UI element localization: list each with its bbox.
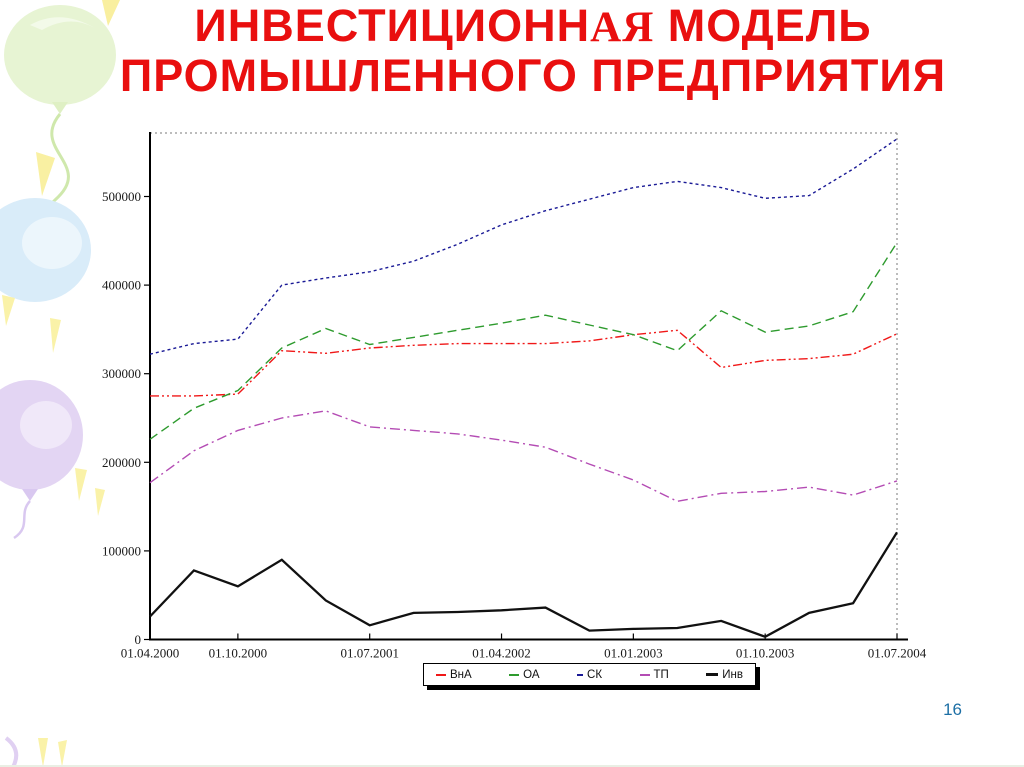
- legend-label-inv: Инв: [722, 668, 743, 681]
- balloon-decorations: [0, 0, 120, 767]
- confetti-yellow-top: [102, 0, 120, 26]
- y-tick-label: 400000: [102, 278, 141, 293]
- x-tick-label: 01.04.2000: [121, 646, 180, 661]
- legend-item-vna: ВнА: [436, 669, 472, 681]
- legend-dash-vna-icon: [436, 673, 446, 676]
- series-line-inv: [149, 531, 898, 639]
- confetti-yellow-7: [58, 740, 67, 767]
- balloon-blue-highlight: [22, 217, 82, 269]
- x-tick-label: 01.10.2000: [209, 646, 268, 661]
- x-tick-label: 01.04.2002: [472, 646, 531, 661]
- confetti-yellow-2: [2, 295, 15, 326]
- title-line-1: ИНВЕСТИЦИОННАЯ МОДЕЛЬ: [70, 2, 996, 52]
- y-tick-label: 0: [135, 632, 142, 647]
- confetti-yellow-3: [50, 318, 61, 353]
- title-line-2: ПРОМЫШЛЕННОГО ПРЕДПРИЯТИЯ: [119, 50, 947, 101]
- legend-item-tp: ТП: [639, 668, 669, 681]
- page-number: 16: [943, 700, 962, 719]
- slide-title: ИНВЕСТИЦИОННАЯ МОДЕЛЬ ПРОМЫШЛЕННОГО ПРЕД…: [70, 2, 996, 100]
- legend-dash-oa-icon: [509, 673, 520, 676]
- balloon-purple-knot: [22, 489, 38, 501]
- chart-legend: ВнА ОА СК ТП Инв: [423, 663, 756, 686]
- confetti-yellow-5: [95, 488, 105, 516]
- legend-item-oa: ОА: [509, 668, 540, 681]
- balloon-green-knot: [52, 102, 68, 114]
- legend-dash-tp-icon: [639, 673, 650, 676]
- bottom-edge-line: [0, 765, 1024, 767]
- balloon-string-bottom: [4, 736, 19, 767]
- x-tick-label: 01.07.2001: [340, 646, 399, 661]
- legend-label-vna: ВнА: [450, 668, 472, 681]
- confetti-yellow-1: [36, 152, 55, 196]
- y-tick-label: 100000: [102, 543, 141, 558]
- balloon-purple-string: [13, 500, 31, 540]
- series-line-oa: [149, 242, 898, 440]
- series-line-sk: [149, 138, 898, 355]
- balloon-green: [4, 5, 116, 105]
- series-line-vna: [150, 329, 898, 397]
- legend-label-tp: ТП: [653, 668, 669, 681]
- x-tick-label: 01.01.2003: [604, 646, 663, 661]
- title-part-serif: АЯ: [590, 4, 655, 51]
- series-line-tp: [149, 410, 898, 503]
- balloon-purple-highlight: [20, 401, 72, 449]
- legend-dash-sk-icon: [577, 673, 584, 676]
- title-part: МОДЕЛЬ: [654, 0, 872, 51]
- legend-item-sk: СК: [577, 669, 602, 681]
- legend-label-oa: ОА: [523, 668, 540, 681]
- confetti-yellow-6: [38, 738, 48, 767]
- confetti-yellow-4: [75, 468, 87, 501]
- title-part: ИНВЕСТИЦИОНН: [194, 0, 591, 51]
- x-tick-label: 01.07.2004: [868, 646, 927, 661]
- x-tick-label: 01.10.2003: [736, 646, 795, 661]
- legend-item-inv: Инв: [706, 669, 743, 681]
- balloon-green-highlight: [30, 17, 95, 30]
- y-tick-label: 300000: [102, 366, 141, 381]
- y-tick-label: 200000: [102, 455, 141, 470]
- legend-dash-inv-icon: [706, 673, 719, 676]
- y-tick-label: 500000: [102, 189, 141, 204]
- legend-label-sk: СК: [587, 668, 603, 681]
